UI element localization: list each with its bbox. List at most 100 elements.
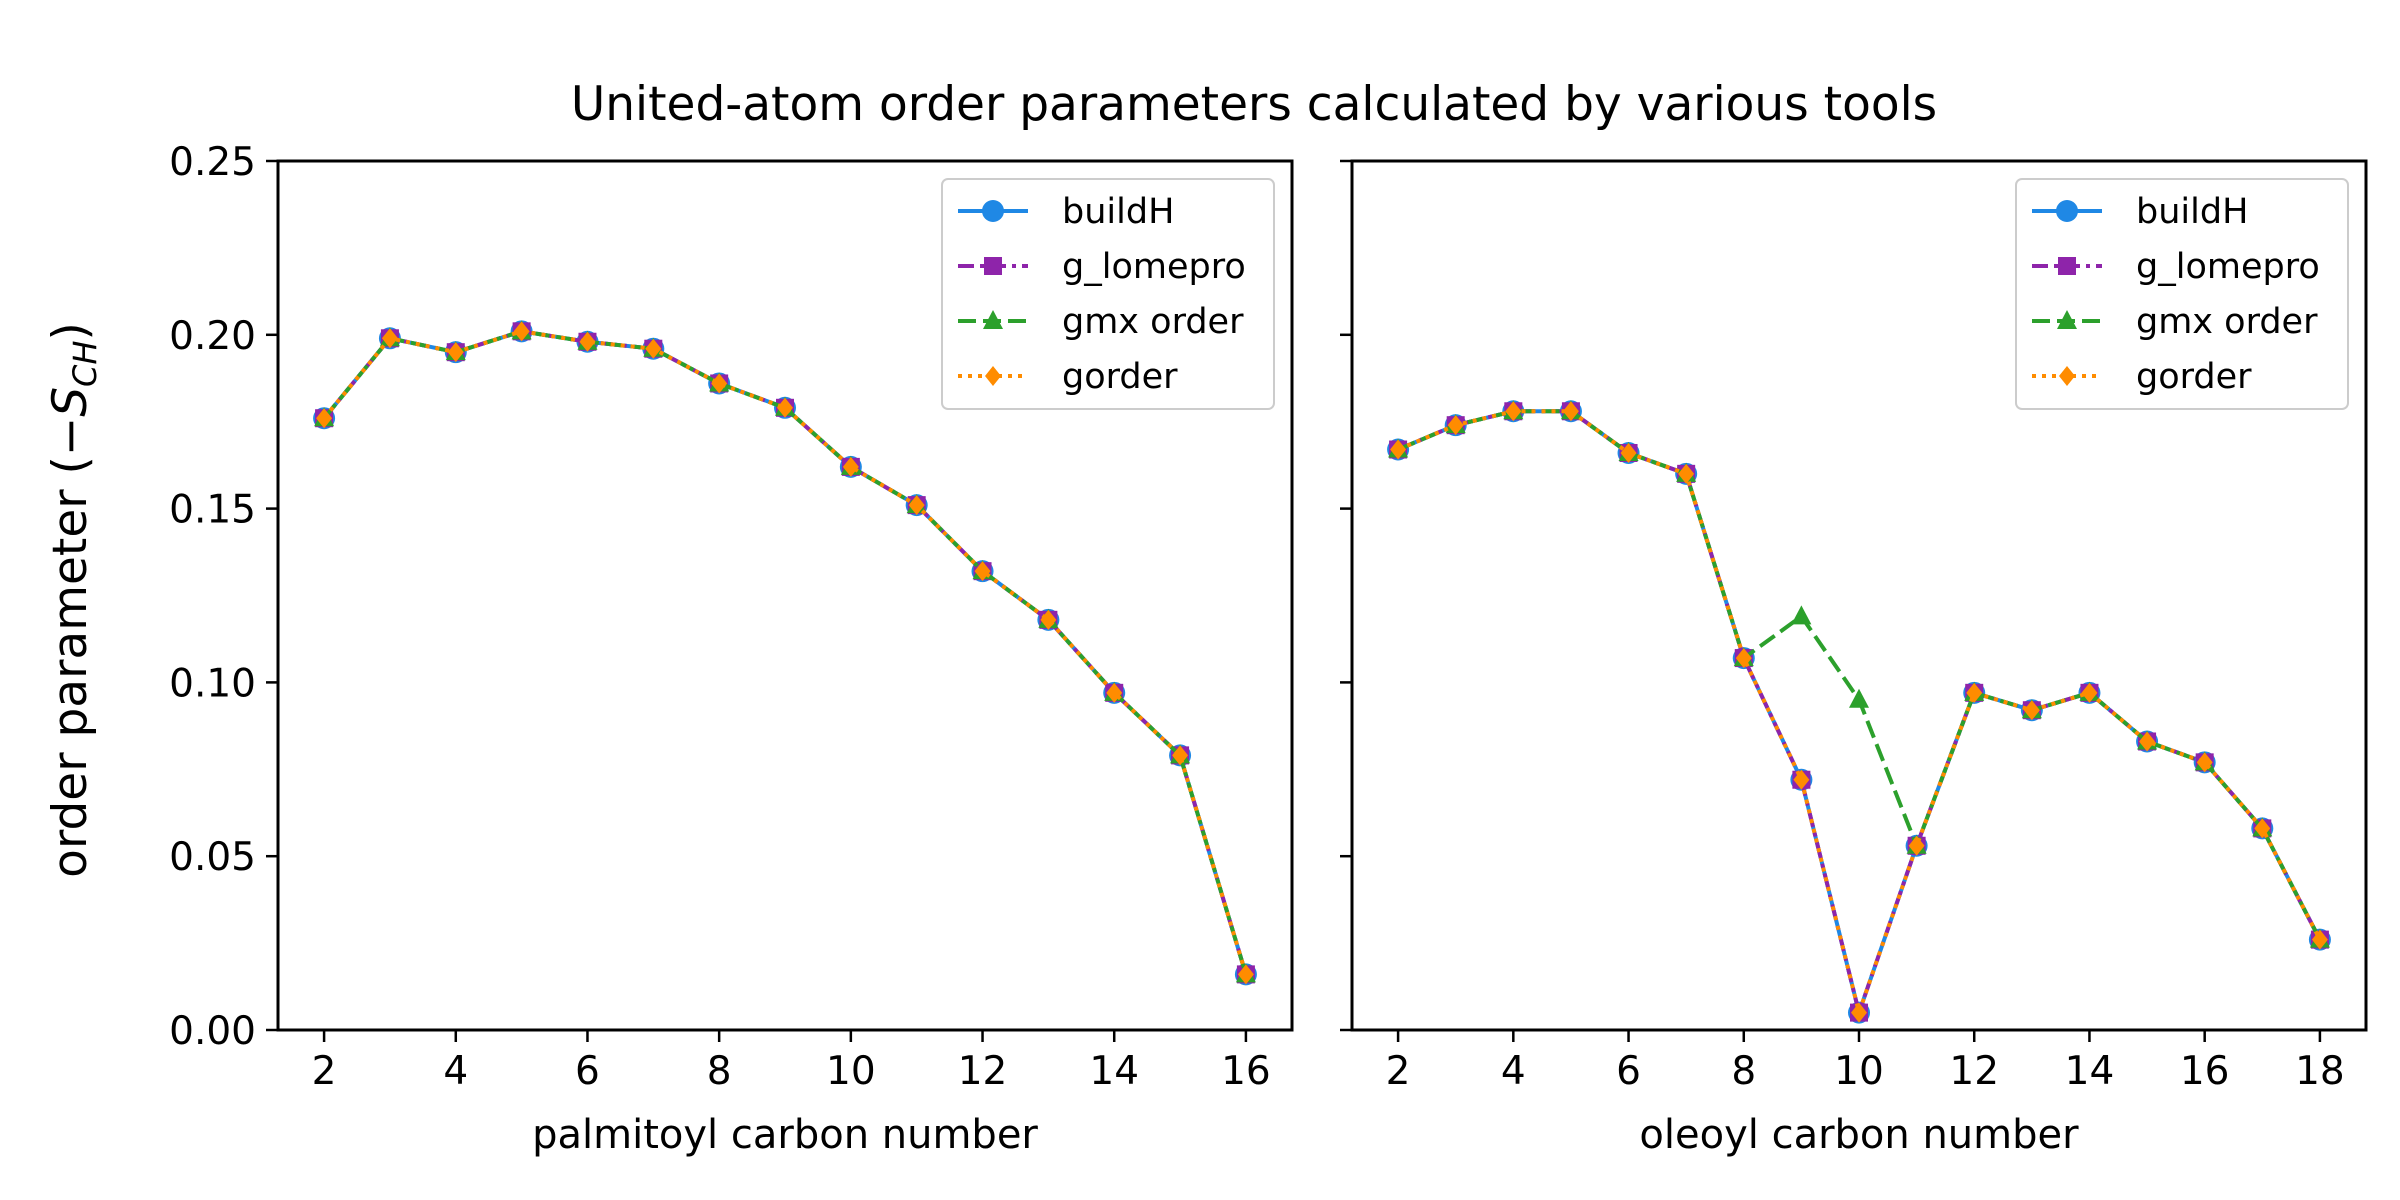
legend-item-gorder: gorder <box>2032 357 2252 397</box>
legend-swatch-marker <box>984 257 1002 275</box>
x-tick-label: 4 <box>1501 1049 1526 1094</box>
data-point-gmx-order <box>1791 605 1812 625</box>
data-point-gorder <box>908 495 925 516</box>
x-tick-label: 10 <box>826 1049 876 1094</box>
legend-label: g_lomepro <box>2136 247 2320 287</box>
x-tick-label: 12 <box>958 1049 1008 1094</box>
panel-oleoyl: 2 4 6 8 10 12 14 16 18 oleoyl carbon number buildH… <box>1340 159 2368 1158</box>
data-point-gorder <box>513 321 530 342</box>
figure-title: United-atom order parameters calculated … <box>571 77 1937 132</box>
data-point-gorder <box>645 338 662 359</box>
y-tick-label: 0.00 <box>169 1009 256 1054</box>
legend-label: buildH <box>2136 192 2248 232</box>
x-tick-label: 18 <box>2295 1049 2345 1094</box>
series-gorder <box>316 321 1254 985</box>
x-tick-label: 10 <box>1834 1049 1884 1094</box>
x-tick-label: 12 <box>1949 1049 1999 1094</box>
y-tick-label: 0.10 <box>169 661 256 706</box>
legend-item-g-lomepro: g_lomepro <box>958 247 1246 287</box>
x-axis-label: oleoyl carbon number <box>1639 1112 2079 1158</box>
x-tick-label: 16 <box>2180 1049 2230 1094</box>
data-point-gorder <box>2139 731 2156 752</box>
data-point-gorder <box>2081 682 2098 703</box>
data-point-gorder <box>1505 401 1522 422</box>
data-point-gorder <box>2311 929 2328 950</box>
legend-swatch-marker <box>2056 200 2078 222</box>
data-point-gorder <box>777 397 793 418</box>
legend-item-gmx-order: gmx order <box>958 302 1244 342</box>
data-point-gorder <box>579 331 596 352</box>
y-axis-label-text: order parameter ( <box>43 456 98 878</box>
legend-swatch-marker <box>2058 257 2076 275</box>
y-axis-label-subscript: CH <box>66 341 104 387</box>
x-tick-label: 4 <box>443 1049 468 1094</box>
legend-swatch-marker <box>982 200 1004 222</box>
legend-box <box>941 178 1275 410</box>
data-point-gorder <box>711 373 728 394</box>
data-point-gorder <box>381 328 398 349</box>
legend-swatch-marker <box>983 310 1003 329</box>
y-tick-label: 0.20 <box>169 314 256 359</box>
data-point-gorder <box>1793 769 1810 790</box>
legend-item-gorder: gorder <box>958 357 1178 397</box>
data-point-gorder <box>842 456 859 477</box>
x-tick-label: 14 <box>1089 1049 1139 1094</box>
legend-label: gorder <box>2136 357 2252 397</box>
data-point-gorder <box>974 561 991 582</box>
legend-swatch-marker <box>2059 366 2075 386</box>
x-tick-label: 8 <box>707 1049 732 1094</box>
data-point-gorder <box>2023 700 2040 721</box>
x-tick-label: 2 <box>312 1049 337 1094</box>
y-axis-label-close: ) <box>43 322 98 340</box>
legend-item-buildh: buildH <box>2032 192 2248 232</box>
x-tick-label: 2 <box>1386 1049 1411 1094</box>
x-tick-label: 14 <box>2065 1049 2115 1094</box>
legend-swatch-marker <box>985 366 1001 386</box>
data-point-gorder <box>1735 648 1752 669</box>
x-axis-label: palmitoyl carbon number <box>532 1112 1038 1158</box>
data-point-gorder <box>1966 682 1983 703</box>
data-point-gorder <box>1908 835 1925 856</box>
legend-label: g_lomepro <box>1062 247 1246 287</box>
legend-swatch-marker <box>2057 310 2077 329</box>
y-tick-label: 0.25 <box>169 140 256 185</box>
legend-item-g-lomepro: g_lomepro <box>2032 247 2320 287</box>
data-point-gorder <box>1106 682 1123 703</box>
legend-item-buildh: buildH <box>958 192 1174 232</box>
legend-label: gmx order <box>2136 302 2318 342</box>
data-point-gorder <box>1562 401 1579 422</box>
panel-palmitoyl: 2 4 6 8 10 12 14 16 0.00 0.05 0.10 0.15 0.20 0.25 palm… <box>169 140 1294 1158</box>
y-axis-label: order parameter (−SCH) <box>43 322 104 878</box>
data-point-gorder <box>447 342 464 363</box>
data-point-gorder <box>2254 818 2271 839</box>
legend-label: gmx order <box>1062 302 1244 342</box>
data-point-gorder <box>1172 745 1189 766</box>
legend-box <box>2015 178 2349 410</box>
series-line-gorder <box>1397 409 2322 1015</box>
data-point-gorder <box>1851 1002 1867 1023</box>
y-axis-label-symbol: −S <box>43 387 98 456</box>
y-tick-label: 0.05 <box>169 835 256 880</box>
data-point-gorder <box>1620 442 1637 463</box>
data-point-gorder <box>1447 415 1464 436</box>
data-point-gorder <box>1040 609 1057 630</box>
data-point-gorder <box>316 408 333 429</box>
y-tick-label: 0.15 <box>169 488 256 533</box>
legend-label: gorder <box>1062 357 1178 397</box>
x-tick-label: 6 <box>575 1049 600 1094</box>
data-point-gorder <box>1678 463 1695 484</box>
legend-label: buildH <box>1062 192 1174 232</box>
data-point-gorder <box>2196 752 2213 773</box>
axes-frame <box>276 159 1294 1032</box>
data-point-gorder <box>1390 439 1407 460</box>
series-line-gorder <box>322 329 1248 975</box>
x-tick-label: 8 <box>1731 1049 1756 1094</box>
data-point-gorder <box>1237 964 1254 985</box>
data-point-gmx-order <box>1849 688 1869 708</box>
x-tick-label: 6 <box>1616 1049 1641 1094</box>
x-tick-label: 16 <box>1221 1049 1271 1094</box>
series-gorder <box>1390 401 2328 1023</box>
